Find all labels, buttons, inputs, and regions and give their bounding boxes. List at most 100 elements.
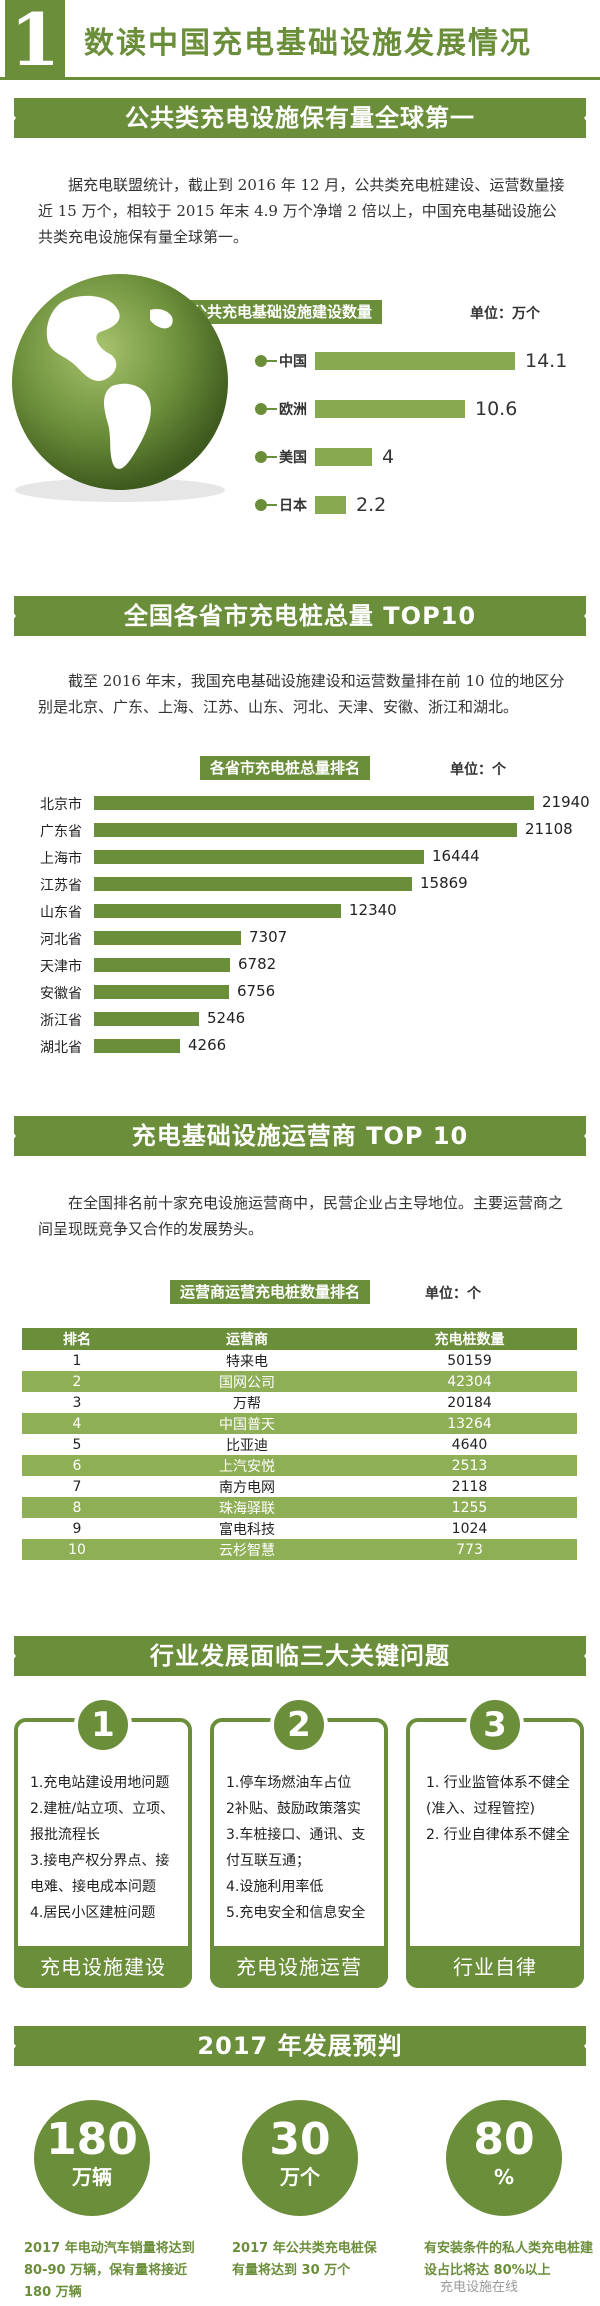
table-cell: 7 xyxy=(22,1476,132,1497)
bar-value-label: 7307 xyxy=(249,928,288,946)
province-bar-row: 湖北省 4266 xyxy=(40,1035,580,1057)
issue-card-1: 1 1.充电站建设用地问题 2.建桩/站立项、立项、报批流程长 3.接电产权分界… xyxy=(14,1696,192,1988)
operator-table-title: 运营商运营充电桩数量排名 xyxy=(170,1280,371,1304)
bullet-connector xyxy=(267,504,277,506)
issue-line: 2. 行业自律体系不健全 xyxy=(426,1827,570,1843)
bar-value-label: 2.2 xyxy=(356,494,387,516)
table-cell: 1 xyxy=(22,1350,132,1371)
table-row: 7 南方电网 2118 xyxy=(22,1476,577,1497)
header-number: 1 xyxy=(5,0,65,80)
bar xyxy=(94,931,241,945)
bar-value-label: 21108 xyxy=(525,820,573,838)
issue-card-footer: 行业自律 xyxy=(406,1946,584,1988)
table-cell: 50159 xyxy=(362,1350,577,1371)
issue-card-body: 1. 行业监管体系不健全 (准入、过程管控) 2. 行业自律体系不健全 xyxy=(426,1770,572,1848)
section1-title: 公共类充电设施保有量全球第一 xyxy=(125,104,475,132)
issue-line: 1.停车场燃油车占位 xyxy=(226,1775,352,1791)
column-header: 运营商 xyxy=(132,1328,362,1350)
issue-line: 1. 行业监管体系不健全 xyxy=(426,1775,570,1791)
table-cell: 1255 xyxy=(362,1497,577,1518)
bar-category-label: 浙江省 xyxy=(40,1013,82,1029)
province-bar-row: 北京市 21940 xyxy=(40,792,590,814)
issue-card-number: 1 xyxy=(74,1696,132,1754)
province-bar-row: 山东省 12340 xyxy=(40,900,580,922)
bar xyxy=(94,796,534,810)
table-cell: 5 xyxy=(22,1434,132,1455)
table-cell: 13264 xyxy=(362,1413,577,1434)
globe-chart-unit: 单位：万个 xyxy=(470,306,540,322)
table-row: 9 富电科技 1024 xyxy=(22,1518,577,1539)
table-cell: 9 xyxy=(22,1518,132,1539)
bar xyxy=(315,496,346,514)
bar-value-label: 14.1 xyxy=(525,350,568,372)
table-cell: 1024 xyxy=(362,1518,577,1539)
table-row: 6 上汽安悦 2513 xyxy=(22,1455,577,1476)
issue-line: 5.充电安全和信息安全 xyxy=(226,1905,366,1921)
bar-category-label: 天津市 xyxy=(40,959,82,975)
table-cell: 特来电 xyxy=(132,1350,362,1371)
bar-value-label: 5246 xyxy=(207,1009,246,1027)
table-row: 5 比亚迪 4640 xyxy=(22,1434,577,1455)
table-cell: 2513 xyxy=(362,1455,577,1476)
bar xyxy=(94,850,424,864)
issue-line: 2.建桩/站立项、立项、报批流程长 xyxy=(30,1801,175,1843)
section5-title: 2017 年发展预判 xyxy=(197,2032,403,2060)
table-row: 10 云杉智慧 773 xyxy=(22,1539,577,1560)
province-bar-row: 广东省 21108 xyxy=(40,819,580,841)
table-row: 1 特来电 50159 xyxy=(22,1350,577,1371)
forecast-circle-3: 80 % xyxy=(446,2100,562,2216)
issue-line: 4.居民小区建桩问题 xyxy=(30,1905,156,1921)
section4-title: 行业发展面临三大关键问题 xyxy=(150,1642,450,1670)
table-cell: 3 xyxy=(22,1392,132,1413)
bar xyxy=(315,352,515,370)
bar-category-label: 日本 xyxy=(279,498,307,514)
bar xyxy=(315,400,465,418)
issue-card-body: 1.充电站建设用地问题 2.建桩/站立项、立项、报批流程长 3.接电产权分界点、… xyxy=(30,1770,180,1926)
forecast-value: 180 xyxy=(46,2114,138,2165)
table-row: 4 中国普天 13264 xyxy=(22,1413,577,1434)
table-cell: 10 xyxy=(22,1539,132,1560)
province-bar-row: 江苏省 15869 xyxy=(40,873,580,895)
table-cell: 云杉智慧 xyxy=(132,1539,362,1560)
operator-table: 排名 运营商 充电桩数量 1 特来电 50159 2 国网公司 42304 3 万帮 20184… xyxy=(22,1328,577,1560)
bar-category-label: 安徽省 xyxy=(40,986,82,1002)
section2-paragraph: 截至 2016 年末，我国充电基础设施建设和运营数量排在前 10 位的地区分别是… xyxy=(38,672,565,716)
table-cell: 4640 xyxy=(362,1434,577,1455)
page-header: 1 数读中国充电基础设施发展情况 xyxy=(0,0,600,80)
bullet-dot xyxy=(255,451,267,463)
table-cell: 773 xyxy=(362,1539,577,1560)
section4-banner: 行业发展面临三大关键问题 xyxy=(0,1630,600,1682)
bar-value-label: 21940 xyxy=(542,793,590,811)
forecast-circle-1: 180 万辆 xyxy=(34,2100,150,2216)
bullet-connector xyxy=(267,360,277,362)
column-header: 充电桩数量 xyxy=(362,1328,577,1350)
forecast-text-3: 有安装条件的私人类充电桩建设占比将达 80%以上 xyxy=(424,2241,594,2278)
operator-table-unit: 单位：个 xyxy=(425,1286,481,1302)
bullet-dot xyxy=(255,499,267,511)
province-chart-unit: 单位：个 xyxy=(450,762,506,778)
globe-bar-row: 美国 4 xyxy=(255,444,595,470)
globe-bar-row: 日本 2.2 xyxy=(255,492,595,518)
table-row: 2 国网公司 42304 xyxy=(22,1371,577,1392)
forecast-unit: 万个 xyxy=(280,2165,320,2189)
globe-bar-row: 中国 14.1 xyxy=(255,348,595,374)
bar-value-label: 16444 xyxy=(432,847,480,865)
bar-category-label: 欧洲 xyxy=(279,402,307,418)
bar-value-label: 6782 xyxy=(238,955,277,973)
bar-category-label: 河北省 xyxy=(40,932,82,948)
bar-value-label: 6756 xyxy=(237,982,276,1000)
table-cell: 42304 xyxy=(362,1371,577,1392)
page-title: 数读中国充电基础设施发展情况 xyxy=(84,26,532,61)
table-cell: 富电科技 xyxy=(132,1518,362,1539)
bar-category-label: 江苏省 xyxy=(40,878,82,894)
bar-category-label: 山东省 xyxy=(40,905,82,921)
bar xyxy=(315,448,372,466)
forecast-value: 80 xyxy=(473,2114,535,2165)
bar xyxy=(94,823,517,837)
bar-category-label: 湖北省 xyxy=(40,1040,82,1056)
province-bar-row: 安徽省 6756 xyxy=(40,981,580,1003)
section1-paragraph: 据充电联盟统计，截止到 2016 年 12 月，公共类充电桩建设、运营数量接近 … xyxy=(38,176,565,246)
forecast-text-1: 2017 年电动汽车销量将达到 80-90 万辆，保有量将接近 180 万辆 xyxy=(24,2241,195,2300)
bullet-connector xyxy=(267,456,277,458)
table-cell: 珠海驿联 xyxy=(132,1497,362,1518)
